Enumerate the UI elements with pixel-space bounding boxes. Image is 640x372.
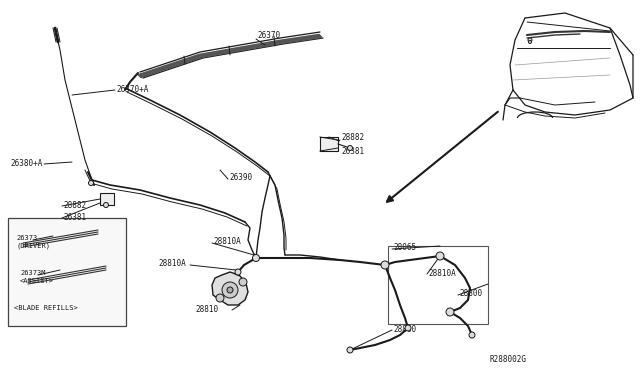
Text: 28810A: 28810A bbox=[213, 237, 241, 247]
Circle shape bbox=[436, 252, 444, 260]
Circle shape bbox=[88, 180, 93, 186]
Text: 26381: 26381 bbox=[63, 212, 86, 221]
Text: 28810A: 28810A bbox=[428, 269, 456, 278]
Text: 28810: 28810 bbox=[195, 305, 218, 314]
Text: 26370+A: 26370+A bbox=[116, 86, 148, 94]
Text: 26373: 26373 bbox=[16, 235, 37, 241]
Text: 26380+A: 26380+A bbox=[10, 160, 42, 169]
Text: 26370: 26370 bbox=[257, 32, 280, 41]
Circle shape bbox=[469, 332, 475, 338]
Text: 28810A: 28810A bbox=[158, 260, 186, 269]
Polygon shape bbox=[212, 272, 248, 305]
Text: (DRIVER): (DRIVER) bbox=[16, 243, 50, 249]
Circle shape bbox=[446, 308, 454, 316]
Text: 26390: 26390 bbox=[229, 173, 252, 183]
Text: R288002G: R288002G bbox=[490, 356, 527, 365]
Circle shape bbox=[405, 325, 411, 331]
Bar bbox=[8, 218, 126, 326]
Circle shape bbox=[253, 254, 259, 262]
Bar bbox=[100, 193, 114, 205]
Circle shape bbox=[348, 145, 353, 151]
Text: <ASSIST>: <ASSIST> bbox=[20, 278, 54, 284]
Text: 28800: 28800 bbox=[459, 289, 482, 298]
Text: 28065: 28065 bbox=[393, 243, 416, 251]
Text: 26373M: 26373M bbox=[20, 270, 45, 276]
Circle shape bbox=[239, 278, 247, 286]
Text: 28882: 28882 bbox=[341, 134, 364, 142]
Text: 28882: 28882 bbox=[63, 201, 86, 209]
Circle shape bbox=[216, 294, 224, 302]
Circle shape bbox=[235, 269, 241, 275]
Bar bbox=[388, 246, 488, 324]
Text: 28860: 28860 bbox=[393, 324, 416, 334]
Circle shape bbox=[227, 287, 233, 293]
Bar bbox=[320, 137, 338, 151]
Text: <BLADE REFILLS>: <BLADE REFILLS> bbox=[14, 305, 77, 311]
Circle shape bbox=[222, 282, 238, 298]
Circle shape bbox=[528, 38, 532, 42]
Circle shape bbox=[104, 202, 109, 208]
Circle shape bbox=[529, 41, 531, 44]
Circle shape bbox=[347, 347, 353, 353]
Text: 26381: 26381 bbox=[341, 148, 364, 157]
Circle shape bbox=[253, 256, 259, 260]
Circle shape bbox=[381, 261, 389, 269]
